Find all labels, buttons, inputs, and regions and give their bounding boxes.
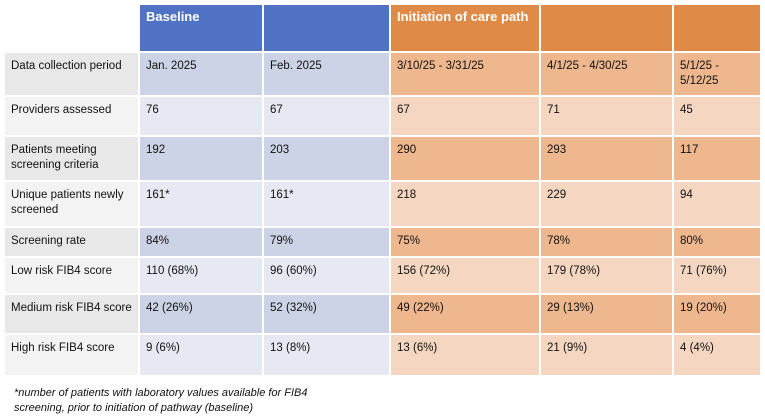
table-cell: 293: [541, 137, 674, 182]
table-cell: 45: [674, 97, 762, 137]
table-cell: 3/10/25 - 3/31/25: [391, 53, 541, 97]
table-cell: 5/1/25 - 5/12/25: [674, 53, 762, 97]
table-cell: 21 (9%): [541, 335, 674, 377]
row-label: Patients meeting screening criteria: [5, 137, 140, 182]
table-cell: 67: [264, 97, 391, 137]
table-cell: 161*: [140, 182, 264, 228]
table-row: Patients meeting screening criteria 192 …: [5, 137, 762, 182]
table-cell: 84%: [140, 228, 264, 258]
table-cell: 71 (76%): [674, 258, 762, 295]
row-label: Screening rate: [5, 228, 140, 258]
table-cell: 78%: [541, 228, 674, 258]
header-initiation: Initiation of care path: [391, 5, 541, 53]
table-cell: 13 (6%): [391, 335, 541, 377]
header-baseline: Baseline: [140, 5, 264, 53]
header-row: Baseline Initiation of care path: [5, 5, 762, 53]
row-label: Medium risk FIB4 score: [5, 295, 140, 335]
table-cell: 29 (13%): [541, 295, 674, 335]
table-row: Data collection period Jan. 2025 Feb. 20…: [5, 53, 762, 97]
table-cell: 67: [391, 97, 541, 137]
table-cell: 117: [674, 137, 762, 182]
table-cell: 75%: [391, 228, 541, 258]
table-cell: 203: [264, 137, 391, 182]
table-cell: 161*: [264, 182, 391, 228]
table-cell: 290: [391, 137, 541, 182]
table-cell: 52 (32%): [264, 295, 391, 335]
table-cell: 96 (60%): [264, 258, 391, 295]
table-cell: 229: [541, 182, 674, 228]
header-baseline-cont: [264, 5, 391, 53]
table-cell: 80%: [674, 228, 762, 258]
table-row: Low risk FIB4 score 110 (68%) 96 (60%) 1…: [5, 258, 762, 295]
header-blank-cell: [5, 5, 140, 53]
table-cell: 218: [391, 182, 541, 228]
table-cell: 156 (72%): [391, 258, 541, 295]
table-row: Screening rate 84% 79% 75% 78% 80%: [5, 228, 762, 258]
row-label: Providers assessed: [5, 97, 140, 137]
table-cell: 4/1/25 - 4/30/25: [541, 53, 674, 97]
table-cell: 79%: [264, 228, 391, 258]
table-cell: 76: [140, 97, 264, 137]
table-cell: 94: [674, 182, 762, 228]
table-cell: 19 (20%): [674, 295, 762, 335]
table-cell: 42 (26%): [140, 295, 264, 335]
row-label: Unique patients newly screened: [5, 182, 140, 228]
table-cell: 13 (8%): [264, 335, 391, 377]
header-initiation-cont-2: [674, 5, 762, 53]
table-cell: Jan. 2025: [140, 53, 264, 97]
row-label: Low risk FIB4 score: [5, 258, 140, 295]
table-cell: 71: [541, 97, 674, 137]
header-initiation-cont: [541, 5, 674, 53]
table-cell: 110 (68%): [140, 258, 264, 295]
table-cell: 179 (78%): [541, 258, 674, 295]
table-cell: 49 (22%): [391, 295, 541, 335]
table-row: Unique patients newly screened 161* 161*…: [5, 182, 762, 228]
table-cell: 9 (6%): [140, 335, 264, 377]
table-row: Providers assessed 76 67 67 71 45: [5, 97, 762, 137]
table-row: High risk FIB4 score 9 (6%) 13 (8%) 13 (…: [5, 335, 762, 377]
table-cell: 4 (4%): [674, 335, 762, 377]
table-cell: Feb. 2025: [264, 53, 391, 97]
table-row: Medium risk FIB4 score 42 (26%) 52 (32%)…: [5, 295, 762, 335]
table-cell: 192: [140, 137, 264, 182]
data-table: Baseline Initiation of care path Data co…: [5, 5, 762, 377]
row-label: Data collection period: [5, 53, 140, 97]
row-label: High risk FIB4 score: [5, 335, 140, 377]
footnote: *number of patients with laboratory valu…: [14, 387, 308, 414]
